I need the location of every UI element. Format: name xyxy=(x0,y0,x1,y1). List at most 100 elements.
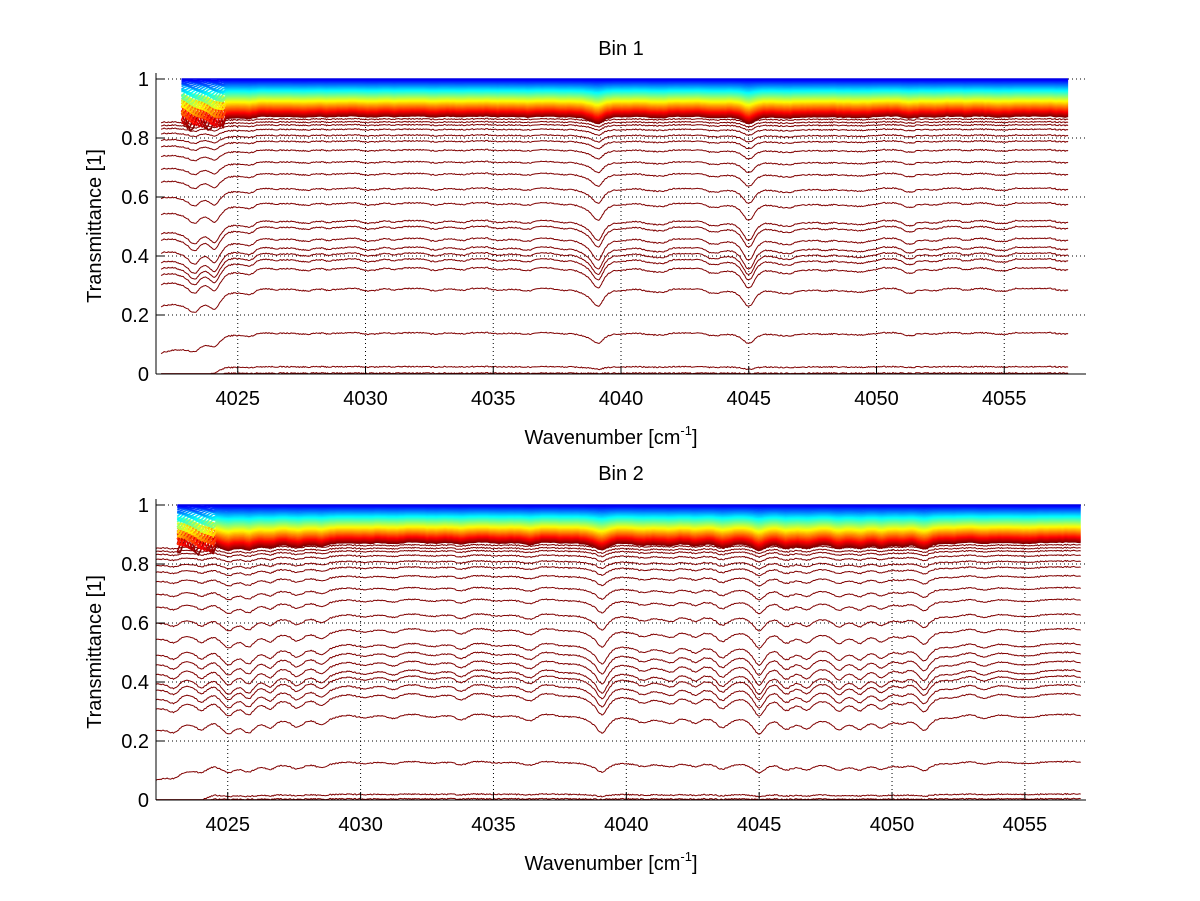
series-line xyxy=(181,87,1069,94)
series-line xyxy=(160,172,1069,190)
series-line xyxy=(176,532,1081,554)
series-line xyxy=(176,519,1081,532)
x-tick-label: 4050 xyxy=(854,388,899,410)
series-line xyxy=(156,674,1081,701)
series-line xyxy=(156,668,1081,696)
y-tick-label: 0 xyxy=(138,790,149,812)
series-line xyxy=(176,526,1081,546)
series-line xyxy=(156,546,1081,555)
series-line xyxy=(181,85,1069,92)
series-line xyxy=(160,257,1069,286)
series-group xyxy=(156,504,1081,801)
plot-area xyxy=(155,73,1086,375)
series-line xyxy=(180,88,1069,95)
y-tick-label: 0.8 xyxy=(121,554,149,576)
series-line xyxy=(181,93,1069,108)
series-line xyxy=(181,91,1069,102)
plot-area xyxy=(155,499,1086,801)
series-line xyxy=(156,760,1081,781)
series-line xyxy=(160,251,1069,280)
y-tick-label: 0.2 xyxy=(121,731,149,753)
series-line xyxy=(160,187,1069,207)
y-tick-label: 0.6 xyxy=(121,613,149,635)
series-line xyxy=(180,105,1069,128)
x-tick-label: 4030 xyxy=(343,388,388,410)
series-line xyxy=(176,522,1081,536)
series-line xyxy=(181,79,1069,82)
series-line xyxy=(180,101,1069,118)
series-line xyxy=(156,574,1081,587)
series-line xyxy=(181,86,1069,93)
series-line xyxy=(176,525,1081,542)
x-tick-label: 4045 xyxy=(737,814,782,836)
chart-title: Bin 2 xyxy=(598,463,644,485)
series-line xyxy=(156,612,1081,632)
x-tick-label: 4025 xyxy=(205,814,250,836)
series-line xyxy=(177,506,1081,510)
y-tick-label: 0 xyxy=(138,364,149,386)
series-line xyxy=(181,81,1069,86)
x-tick-label: 4055 xyxy=(982,388,1027,410)
series-line xyxy=(177,513,1081,523)
series-line xyxy=(180,94,1069,104)
series-line xyxy=(181,93,1069,102)
series-line xyxy=(177,508,1081,515)
y-tick-label: 1 xyxy=(138,69,149,91)
series-line xyxy=(160,201,1069,224)
series-line xyxy=(160,123,1069,133)
series-line xyxy=(180,100,1069,118)
series-line xyxy=(156,642,1081,666)
x-tick-label: 4025 xyxy=(216,388,261,410)
series-line xyxy=(156,683,1081,709)
series-line xyxy=(176,514,1081,524)
series-line xyxy=(176,528,1081,549)
series-line xyxy=(176,520,1081,533)
series-line xyxy=(176,523,1081,539)
series-line xyxy=(180,104,1069,126)
y-axis-label: Transmittance [1] xyxy=(84,575,106,729)
series-line xyxy=(160,266,1069,294)
y-tick-label: 0.2 xyxy=(121,305,149,327)
series-line xyxy=(181,108,1069,129)
y-tick-label: 0.8 xyxy=(121,128,149,150)
series-line xyxy=(160,237,1069,265)
series-line xyxy=(160,287,1069,313)
series-line xyxy=(181,104,1069,123)
series-line xyxy=(176,527,1081,547)
x-tick-label: 4040 xyxy=(599,388,644,410)
series-line xyxy=(160,133,1069,145)
series-line xyxy=(180,99,1069,114)
series-line xyxy=(160,225,1069,252)
series-line xyxy=(156,651,1081,676)
series-line xyxy=(156,586,1081,601)
series-line xyxy=(177,519,1081,530)
y-tick-label: 0.4 xyxy=(121,246,149,268)
series-line xyxy=(181,83,1069,89)
series-line xyxy=(176,526,1081,544)
y-axis-label: Transmittance [1] xyxy=(84,149,106,303)
series-line xyxy=(156,627,1081,649)
series-line xyxy=(181,81,1069,84)
series-line xyxy=(156,553,1081,563)
series-line xyxy=(160,148,1069,162)
chart-bin-2: Bin 2 4025 4030 4035 4040 4045 4050 4055 0 0.2 0… xyxy=(84,463,1086,875)
series-line xyxy=(181,84,1069,90)
series-line xyxy=(181,99,1069,111)
series-line xyxy=(180,109,1069,132)
series-line xyxy=(156,792,1081,801)
series-line xyxy=(180,96,1069,110)
series-line xyxy=(161,365,1069,375)
series-line xyxy=(176,517,1081,528)
series-line xyxy=(156,713,1081,735)
series-line xyxy=(177,510,1081,517)
series-line xyxy=(181,88,1069,97)
series-line xyxy=(180,111,1069,130)
series-line xyxy=(160,120,1069,129)
series-line xyxy=(176,532,1081,553)
series-line xyxy=(177,511,1081,519)
series-line xyxy=(180,106,1069,119)
x-axis-label: Wavenumber [cm-1] xyxy=(524,849,697,875)
series-line xyxy=(176,524,1081,540)
series-line xyxy=(181,89,1069,99)
